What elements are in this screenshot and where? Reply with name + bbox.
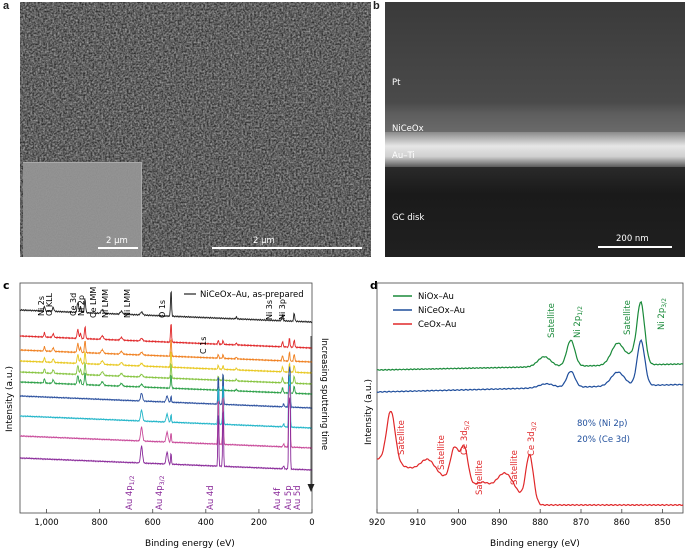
panel-d-xtick-label: 860 (614, 518, 630, 528)
panel-c-xaxis: 1,000 800 600 400 200 0 (34, 509, 315, 528)
survey-peak-label: O 1s (158, 300, 167, 318)
layer-pt: Pt (392, 78, 401, 88)
panel-c-xlabel: Binding energy (eV) (145, 539, 235, 549)
niox-peak-label: Ni 2p1/2 (573, 306, 584, 338)
panel-c-peak-labels: Ni 2s O KLL Ce 3d Ni 2p Ce LMM Ni LMM Ni LMM O … (37, 287, 303, 510)
survey-line-7 (19, 375, 313, 430)
survey-peak-label: Ni 2s (37, 296, 46, 316)
panel-c-xtick-label: 800 (92, 518, 108, 528)
ceox-spectrum (376, 410, 684, 507)
survey-line-2 (19, 339, 313, 364)
panel-d-xaxis: 920 910 900 890 880 870 860 850 (369, 509, 671, 528)
panel-d-xtick-label: 890 (491, 518, 507, 528)
composition-ce: 20% (Ce 3d) (577, 435, 630, 445)
survey-peak-label: Ni 2p (77, 295, 86, 316)
niceox-layer (385, 102, 685, 132)
inset-scalebar-label: 2 μm (106, 236, 128, 246)
survey-line-0 (19, 290, 313, 324)
survey-peak-label: Ce 3d (69, 293, 78, 316)
panel-d-xtick-label: 880 (532, 518, 548, 528)
composition-ni: 80% (Ni 2p) (577, 419, 627, 429)
panel-c-xtick-label: 0 (309, 518, 314, 528)
survey-line-8 (19, 385, 313, 450)
panel-d-frame (376, 282, 684, 514)
panel-d-peak-labels: Satellite Ni 2p1/2 Satellite Ni 2p3/2 Satell… (397, 298, 668, 495)
sem-inset-texture (23, 163, 141, 257)
survey-peak-label: O KLL (45, 292, 54, 316)
layer-niceox-text: NiCeOx (392, 124, 424, 134)
panel-c-xtick-label: 1,000 (34, 518, 58, 528)
survey-peak-label: Ni LMM (123, 289, 132, 318)
pt-layer (385, 2, 685, 102)
survey-peak-label: Ni LMM (101, 289, 110, 318)
sem-cross-section-image: Pt NiCeOx Au–Ti GC disk 200 nm (385, 2, 685, 257)
main-scalebar (212, 247, 362, 249)
niox-peak-label: Satellite (623, 300, 633, 335)
panel-a-letter: a (3, 0, 10, 12)
panel-d-xtick-label: 870 (573, 518, 589, 528)
legend-label: CeOx–Au (418, 320, 456, 330)
gc-layer (385, 167, 685, 257)
layer-auti: Au–Ti (392, 151, 415, 161)
ceox-peak-label: Ce 3d5/2 (460, 420, 471, 455)
legend-label: NiCeOx–Au (418, 306, 465, 316)
panel-d-series (376, 300, 684, 507)
panel-d-xtick-label: 910 (410, 518, 426, 528)
survey-au-label: Au 5p (284, 485, 294, 510)
sputter-arrow-label: Increasing sputtering time (319, 338, 329, 450)
main-scalebar-label: 2 μm (253, 236, 275, 246)
panel-d-ylabel: Intensity (a.u.) (364, 379, 374, 445)
sem-inset-image (23, 162, 142, 257)
survey-peak-label: Ni 3s (265, 300, 274, 320)
panel-c-ylabel: Intensity (a.u.) (5, 366, 15, 432)
ceox-peak-label: Satellite (510, 450, 520, 485)
sem-surface-image: 2 μm 2 μm (20, 2, 371, 257)
cross-section-scalebar-label: 200 nm (616, 234, 649, 244)
niox-peak-label: Satellite (547, 303, 557, 338)
panel-d-xlabel: Binding energy (eV) (490, 539, 580, 549)
survey-peak-label: Ni 3p (278, 299, 287, 320)
survey-line-4 (19, 361, 313, 386)
panel-c-frame (19, 282, 313, 514)
sputter-arrow-head (307, 484, 315, 492)
ceox-peak-label: Satellite (475, 460, 485, 495)
panel-c-xtick-label: 400 (198, 518, 214, 528)
auti-layer (385, 132, 685, 167)
survey-line-9 (19, 397, 313, 472)
panel-d-legend: NiOx–Au NiCeOx–Au CeOx–Au (393, 292, 465, 330)
ceox-peak-label: Satellite (397, 420, 407, 455)
panel-d-xtick-label: 900 (450, 518, 466, 528)
ceox-peak-label: Ce 3d3/2 (527, 421, 538, 456)
survey-peak-label: C 1s (199, 337, 208, 354)
survey-line-5 (19, 372, 313, 396)
panel-c-xtick-label: 200 (251, 518, 267, 528)
panel-c-xtick-label: 600 (145, 518, 161, 528)
survey-line-3 (19, 350, 313, 375)
niox-spectrum (376, 300, 684, 371)
survey-au-label: Au 4d (206, 485, 216, 510)
inset-scalebar (98, 247, 138, 249)
panel-c-legend-text: NiCeOx–Au, as-prepared (200, 290, 304, 300)
panel-c-series (19, 290, 313, 472)
legend-label: NiOx–Au (418, 292, 454, 302)
panel-d-xtick-label: 850 (654, 518, 670, 528)
survey-peak-label: Ce LMM (89, 287, 98, 318)
panel-d-letter: d (370, 279, 378, 292)
survey-line-1 (19, 324, 313, 350)
survey-line-6 (19, 366, 313, 410)
survey-au-label: Au 4f (273, 487, 283, 510)
survey-au-label: Au 4p3/2 (155, 475, 166, 510)
niox-peak-label: Ni 2p3/2 (657, 298, 668, 330)
cross-section-scalebar (598, 246, 672, 248)
survey-au-label: Au 5d (293, 485, 303, 510)
survey-au-label: Au 4p1/2 (125, 475, 136, 510)
niceox-spectrum (376, 339, 684, 394)
panel-b-letter: b (373, 0, 380, 12)
panel-c-letter: c (3, 279, 10, 292)
layer-niceox: NiCeOx (392, 124, 424, 134)
ceox-peak-label: Satellite (437, 435, 447, 470)
layer-gc: GC disk (392, 213, 425, 223)
panel-d-xtick-label: 920 (369, 518, 385, 528)
